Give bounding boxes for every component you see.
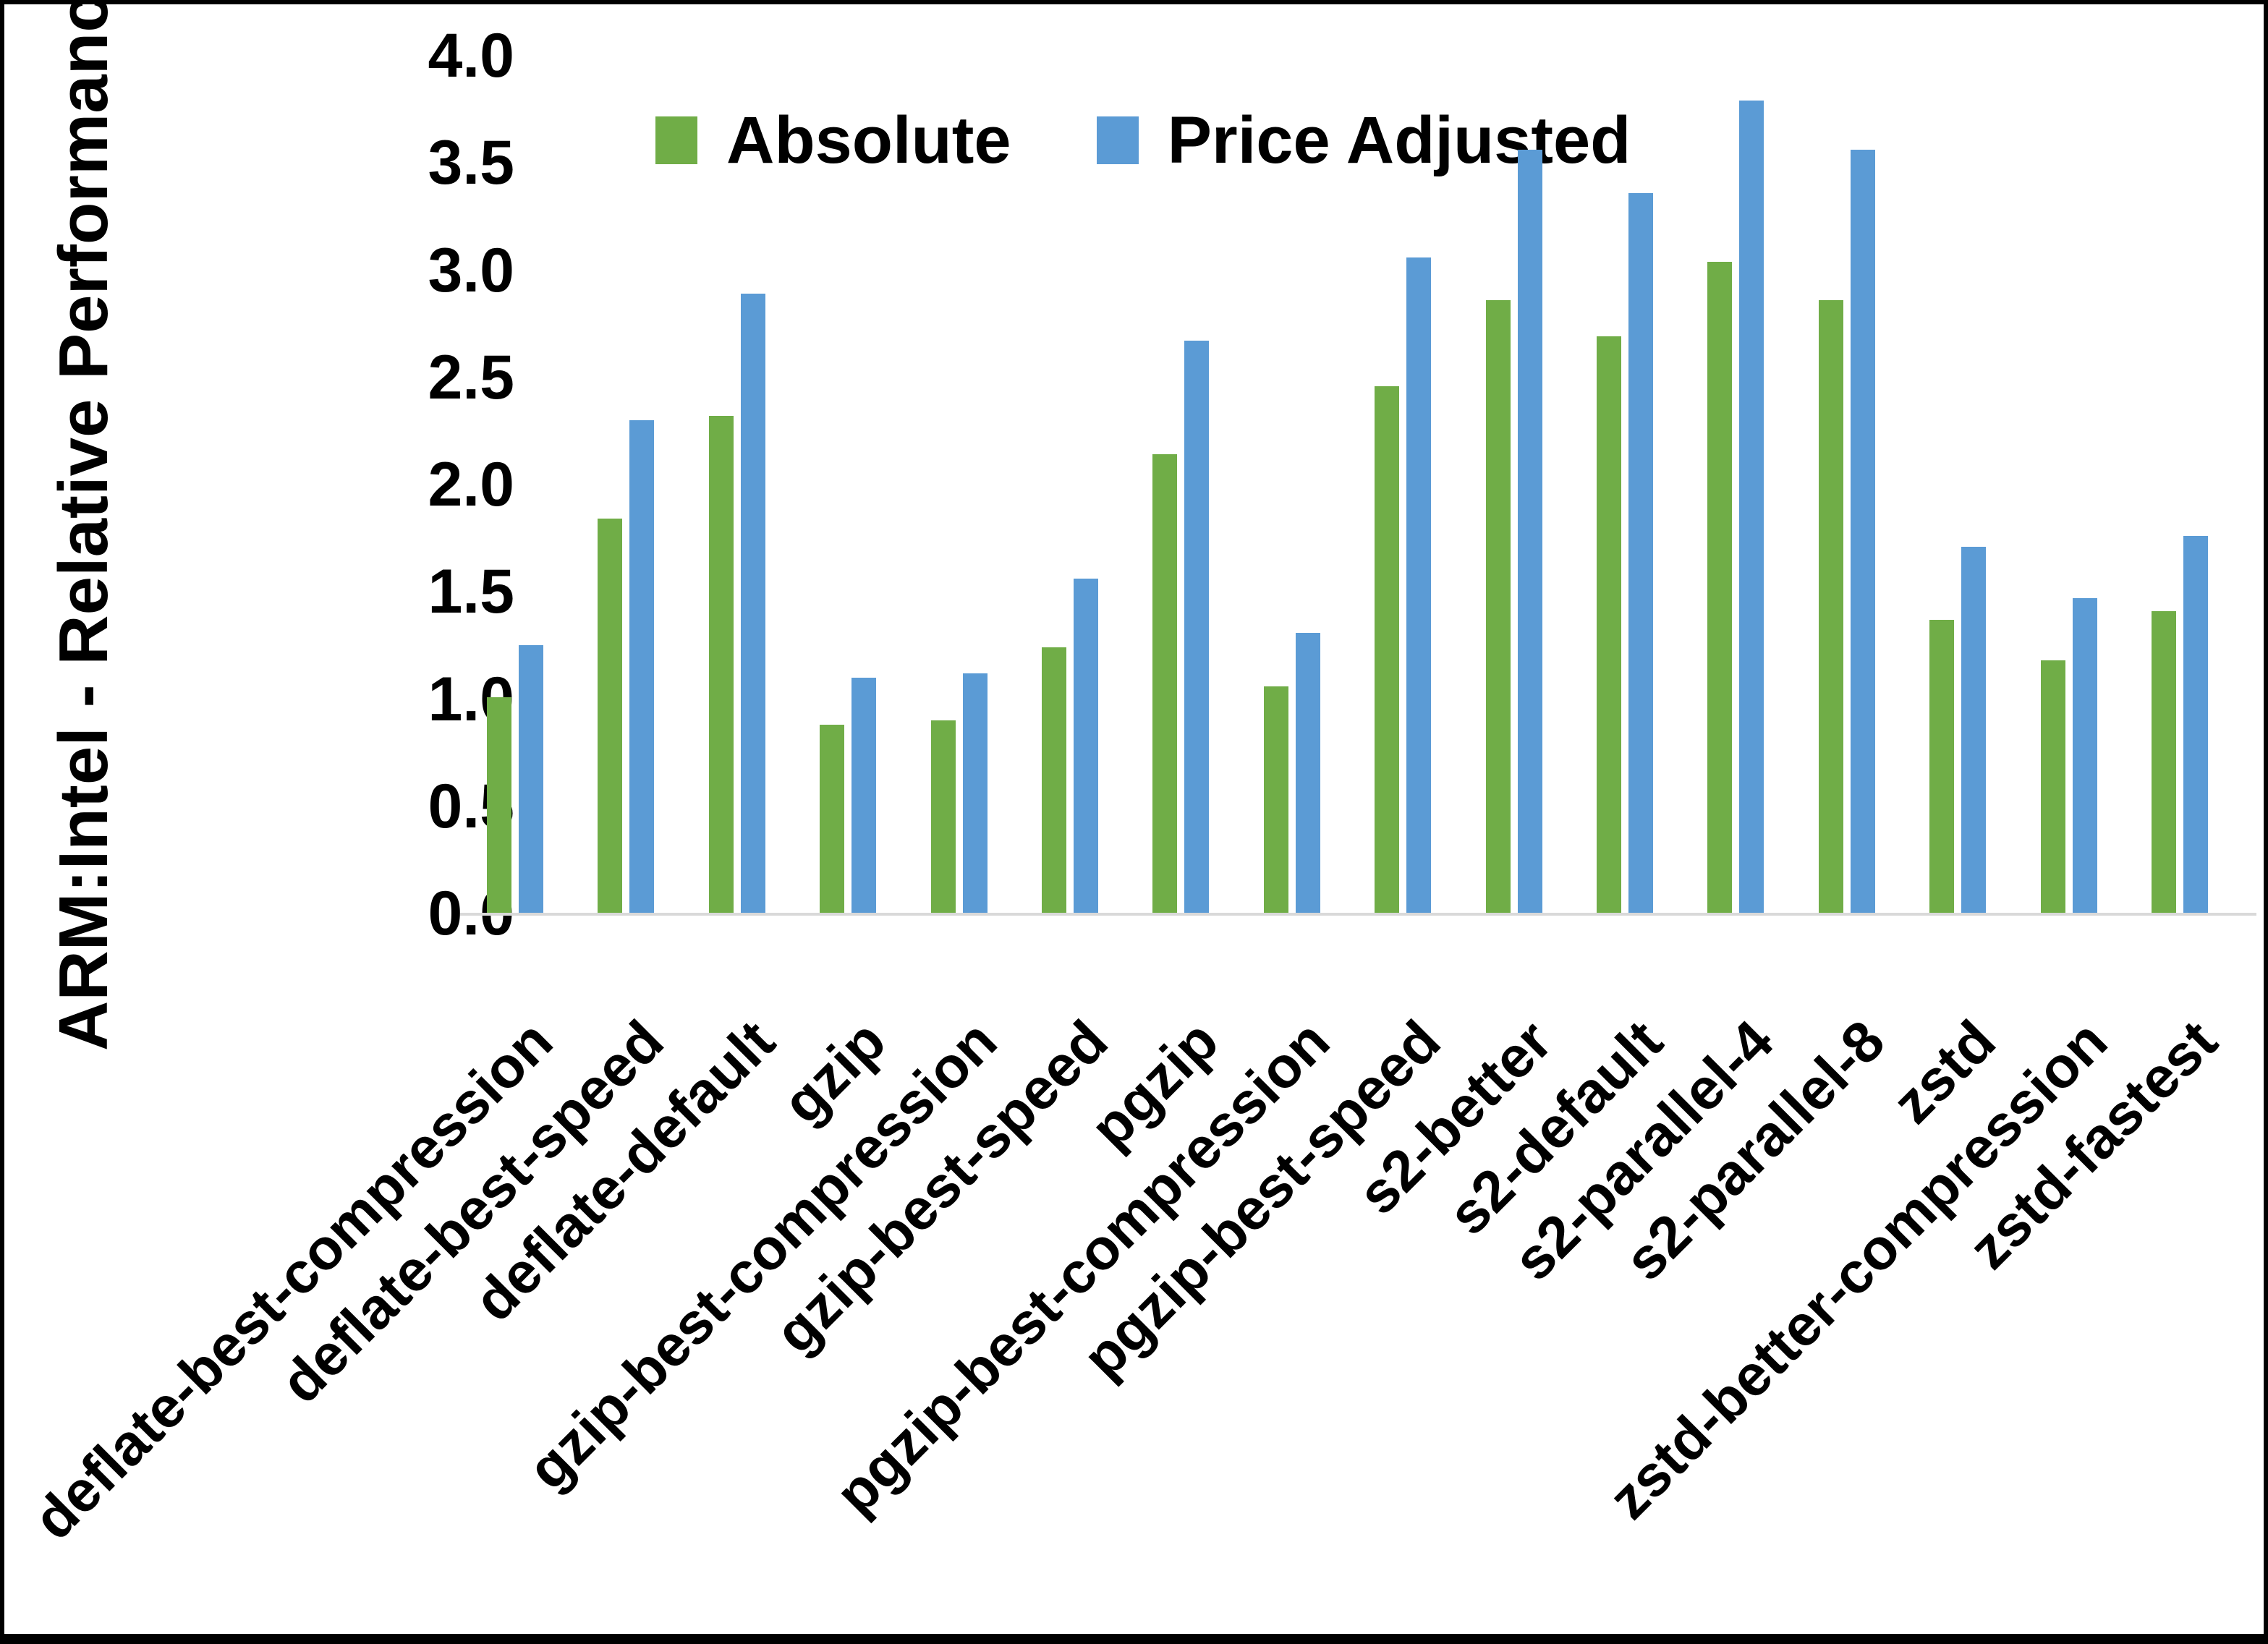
legend-label: Absolute	[726, 103, 1011, 177]
bar-absolute	[1929, 620, 1954, 913]
bar-price-adjusted	[741, 294, 765, 913]
y-tick-label: 0.5	[428, 771, 514, 841]
y-tick-label: 3.0	[428, 235, 514, 305]
bar-absolute	[1264, 686, 1288, 913]
bar-absolute	[1707, 262, 1732, 913]
bar-absolute	[1819, 300, 1843, 913]
bar-price-adjusted	[1851, 150, 1875, 913]
bar-price-adjusted	[1296, 633, 1320, 913]
legend-swatch-icon	[1096, 116, 1139, 164]
bar-absolute	[1152, 454, 1177, 913]
bar-absolute	[487, 697, 511, 913]
legend-item: Absolute	[655, 107, 1011, 174]
y-tick-label: 3.5	[428, 128, 514, 198]
bar-absolute	[1597, 336, 1621, 913]
bar-price-adjusted	[851, 678, 876, 913]
bar-absolute	[2041, 660, 2065, 913]
bar-price-adjusted	[1961, 547, 1986, 913]
bar-absolute	[2152, 611, 2176, 913]
bar-price-adjusted	[1184, 341, 1209, 913]
bar-absolute	[1375, 386, 1399, 913]
bar-absolute	[1042, 647, 1066, 913]
bar-price-adjusted	[963, 673, 988, 913]
bar-price-adjusted	[1406, 257, 1431, 913]
legend-item: Price Adjusted	[1096, 103, 1631, 177]
y-axis-title: ARM:Intel - Relative Performance	[45, 0, 122, 1051]
legend-label: Price Adjusted	[1167, 103, 1631, 177]
y-tick-label: 2.5	[428, 342, 514, 412]
bar-absolute	[1486, 300, 1511, 913]
x-axis-line	[460, 913, 2256, 916]
y-tick-label: 4.0	[428, 21, 514, 90]
y-tick-label: 1.0	[428, 664, 514, 734]
bar-price-adjusted	[1628, 193, 1653, 913]
bar-price-adjusted	[629, 420, 654, 913]
bar-absolute	[931, 720, 956, 913]
bar-absolute	[598, 519, 622, 913]
y-tick-label: 1.5	[428, 557, 514, 627]
legend: Absolute Price Adjusted	[655, 107, 1631, 174]
bar-absolute	[709, 416, 734, 913]
bar-price-adjusted	[519, 645, 543, 913]
legend-swatch-icon	[655, 116, 697, 164]
y-tick-label: 2.0	[428, 450, 514, 519]
bar-price-adjusted	[2073, 598, 2097, 913]
bar-price-adjusted	[1518, 150, 1542, 913]
bar-absolute	[820, 725, 844, 913]
bar-price-adjusted	[1074, 579, 1098, 913]
bar-price-adjusted	[2183, 536, 2208, 913]
bar-price-adjusted	[1739, 101, 1764, 913]
